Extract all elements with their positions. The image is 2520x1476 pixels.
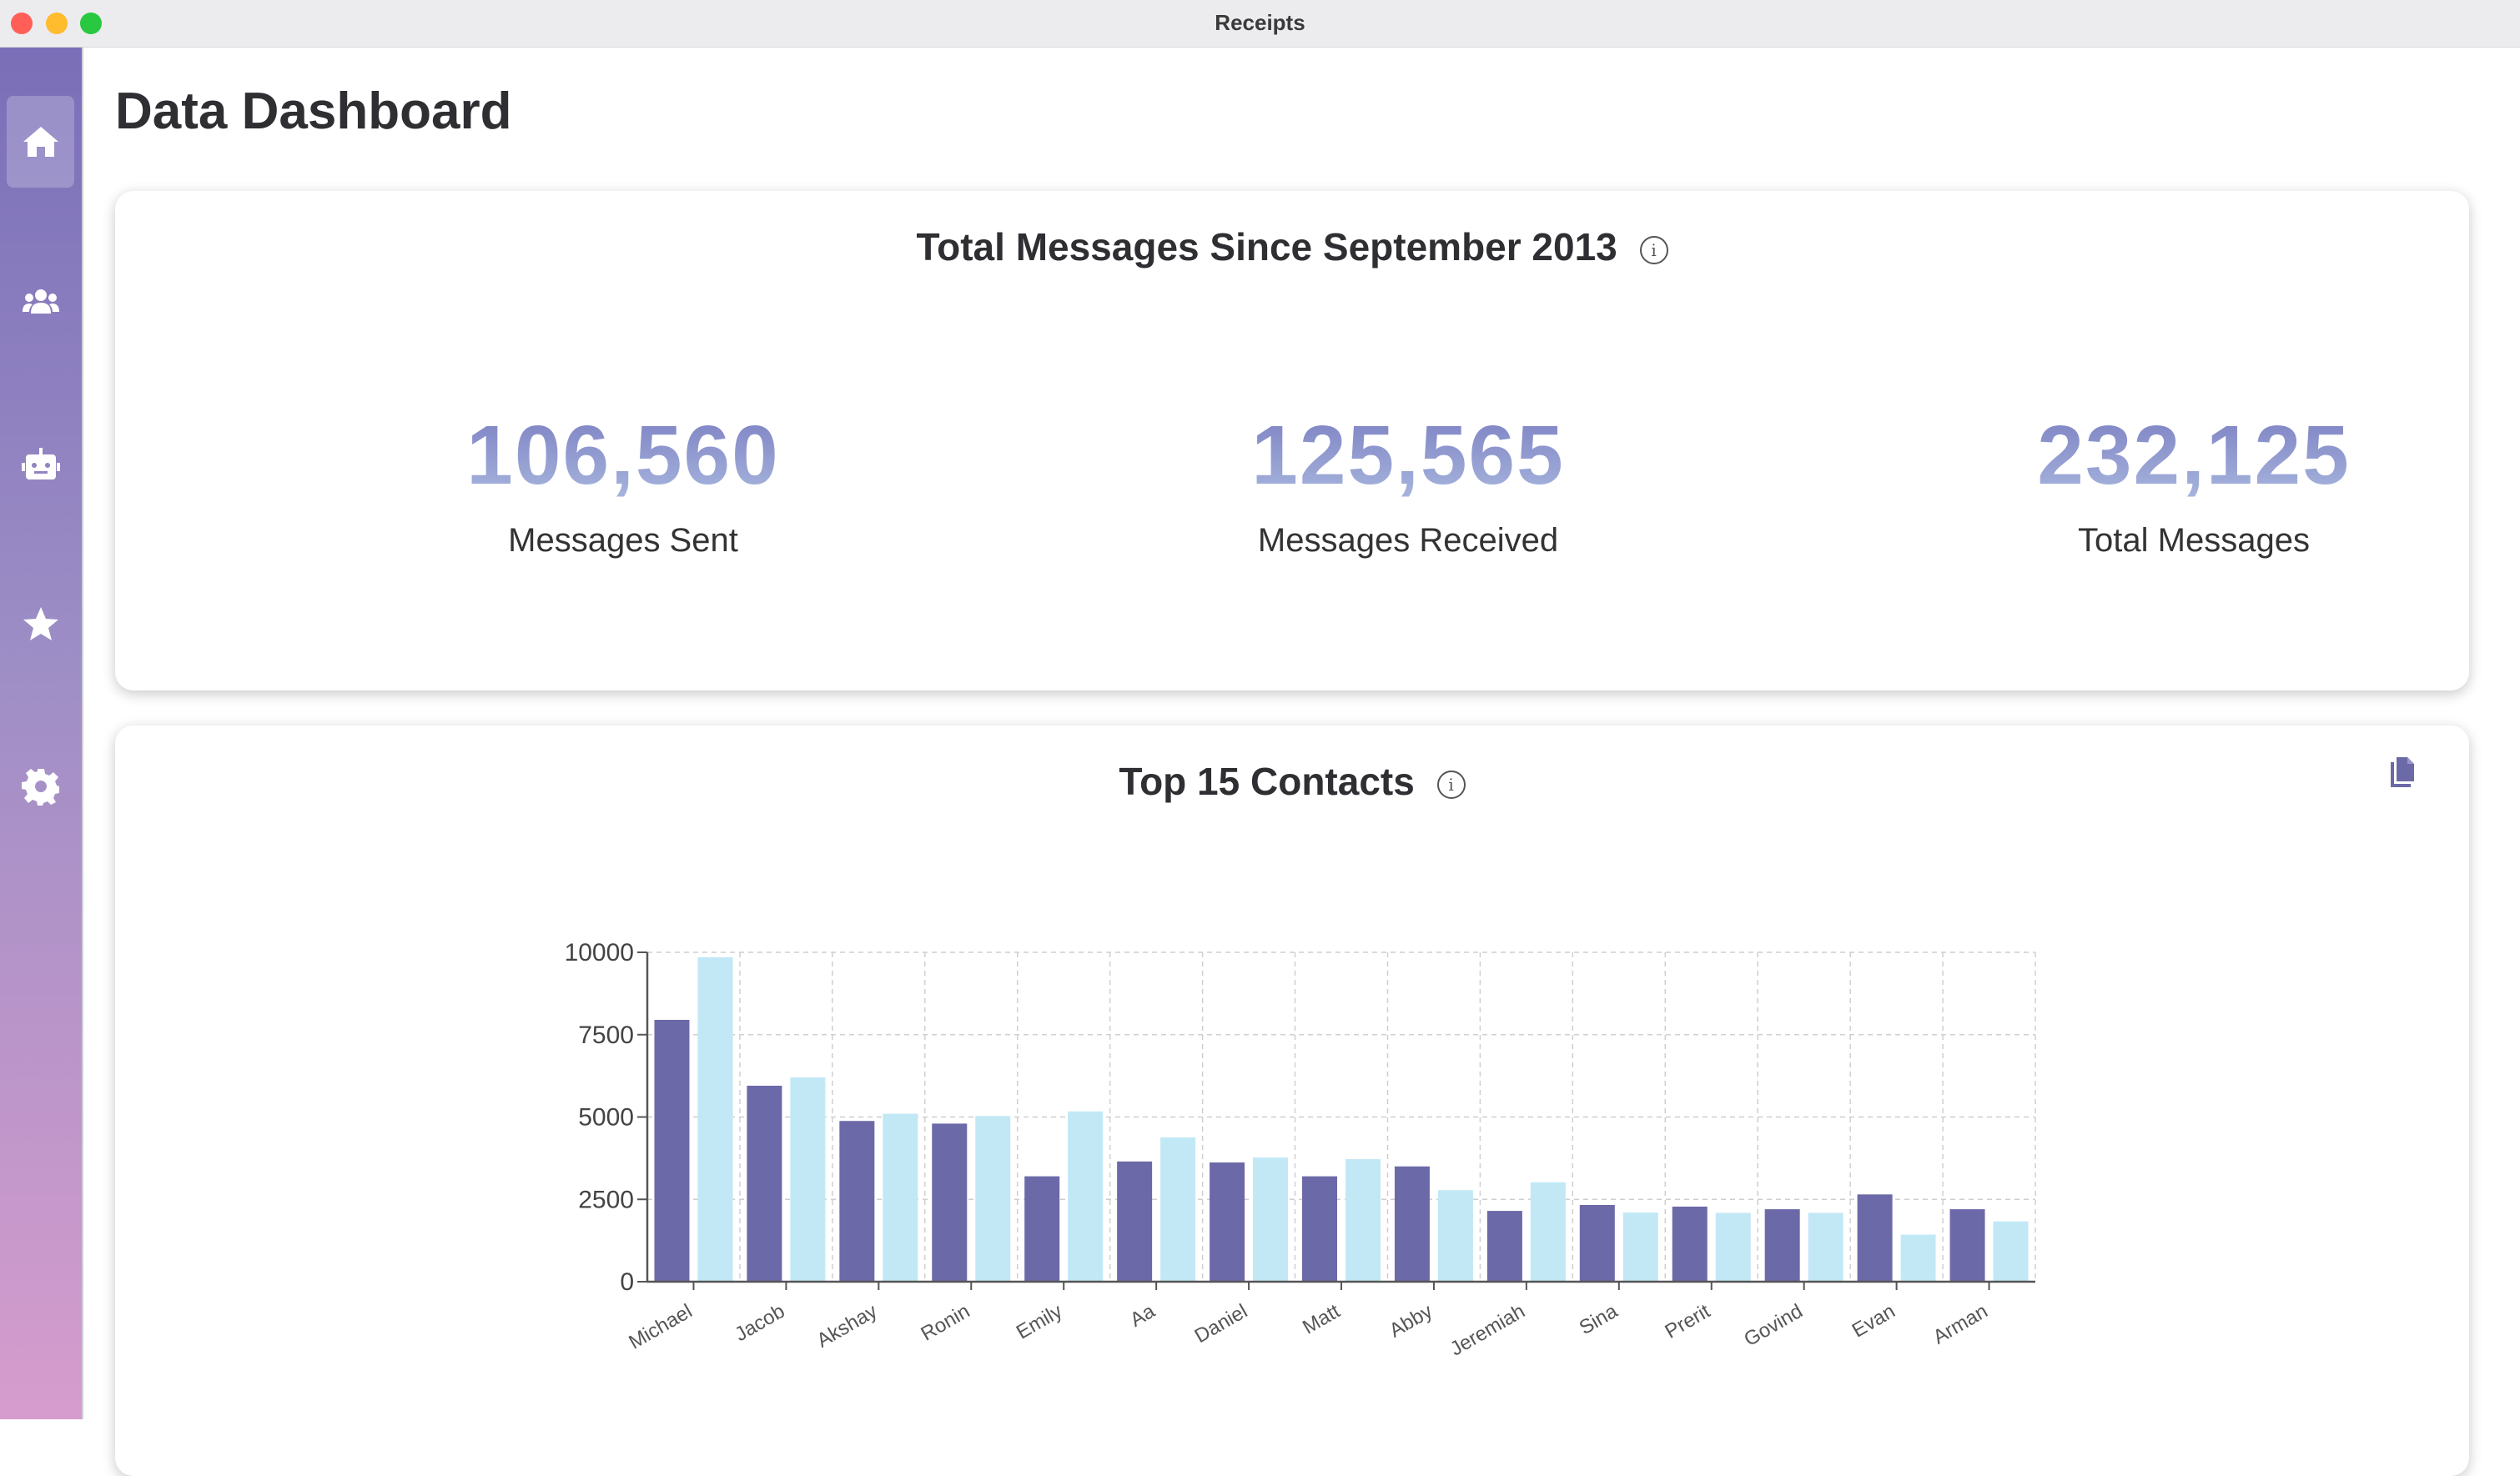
bar xyxy=(932,1123,968,1282)
sidebar-item-bot[interactable] xyxy=(7,419,74,510)
bar xyxy=(1024,1176,1060,1282)
top-contacts-bar-chart: 0 2500 5000 7500 10000 Michael Jacob Akshay Roni… xyxy=(565,939,2036,1361)
page-title: Data Dashboard xyxy=(115,83,512,140)
stat-messages-received: 125,565 Messages Received xyxy=(1116,408,1700,560)
bar xyxy=(1394,1166,1430,1282)
x-tick-label: Emily xyxy=(1013,1300,1066,1344)
stat-label: Total Messages xyxy=(2078,522,2310,559)
bar xyxy=(1068,1111,1104,1282)
bar xyxy=(1857,1194,1893,1282)
stat-messages-sent: 106,560 Messages Sent xyxy=(331,408,915,560)
stat-total-messages: 232,125 Total Messages xyxy=(1902,408,2486,560)
x-tick-label: Michael xyxy=(625,1300,696,1354)
maximize-window-button[interactable] xyxy=(80,13,102,34)
bar xyxy=(1530,1182,1566,1282)
y-tick-label: 10000 xyxy=(565,939,634,966)
bar xyxy=(1486,1211,1522,1282)
stat-value: 106,560 xyxy=(331,408,915,504)
gear-icon xyxy=(21,769,59,806)
info-icon[interactable]: i xyxy=(1639,235,1668,264)
stat-value: 125,565 xyxy=(1116,408,1700,504)
home-icon xyxy=(23,127,58,157)
bar xyxy=(1672,1206,1708,1282)
bar xyxy=(1622,1212,1658,1282)
copy-icon[interactable] xyxy=(2387,756,2417,789)
x-tick-label: Jeremiah xyxy=(1446,1300,1529,1361)
x-tick-label: Sina xyxy=(1576,1299,1622,1339)
sidebar-item-settings[interactable] xyxy=(7,741,74,832)
x-tick-label: Akshay xyxy=(813,1300,882,1353)
x-tick-label: Evan xyxy=(1849,1300,1899,1343)
bar xyxy=(1210,1162,1245,1282)
x-tick-label: Matt xyxy=(1299,1300,1344,1339)
stat-label: Messages Received xyxy=(1257,522,1559,559)
totals-title-row: Total Messages Since September 2013 i xyxy=(115,224,2469,269)
bar xyxy=(654,1019,690,1282)
stat-label: Messages Sent xyxy=(508,522,738,559)
bar xyxy=(1808,1212,1843,1282)
sidebar-item-home[interactable] xyxy=(7,96,74,188)
close-window-button[interactable] xyxy=(11,13,33,34)
minimize-window-button[interactable] xyxy=(46,13,68,34)
bar xyxy=(1253,1157,1289,1282)
bar xyxy=(839,1121,875,1282)
y-tick-label: 7500 xyxy=(578,1022,634,1049)
bar xyxy=(883,1113,918,1282)
totals-title: Total Messages Since September 2013 xyxy=(916,225,1617,269)
bar xyxy=(1715,1212,1751,1282)
bar xyxy=(1346,1159,1381,1282)
sidebar-item-contacts[interactable] xyxy=(7,256,74,348)
stat-value: 232,125 xyxy=(1902,408,2486,504)
x-tick-label: Arman xyxy=(1929,1300,1992,1349)
y-tick-label: 5000 xyxy=(578,1104,634,1132)
users-icon xyxy=(22,289,59,314)
x-tick-label: Prerit xyxy=(1662,1300,1714,1343)
x-tick-label: Aa xyxy=(1126,1299,1159,1331)
totals-card: Total Messages Since September 2013 i 10… xyxy=(115,191,2469,690)
y-tick-label: 0 xyxy=(620,1268,634,1296)
bar xyxy=(1437,1190,1473,1282)
bar xyxy=(1160,1137,1196,1282)
bar xyxy=(1302,1176,1337,1282)
contacts-title: Top 15 Contacts xyxy=(1119,760,1415,803)
bar xyxy=(1949,1209,1985,1282)
info-icon[interactable]: i xyxy=(1436,770,1466,799)
x-tick-label: Daniel xyxy=(1191,1300,1251,1348)
bar xyxy=(1117,1161,1153,1282)
bar xyxy=(790,1077,826,1282)
window-title: Receipts xyxy=(1215,10,1305,35)
sidebar xyxy=(0,48,83,1419)
robot-icon xyxy=(21,448,60,479)
bar xyxy=(1993,1221,2029,1282)
bar xyxy=(1764,1209,1800,1282)
x-tick-label: Jacob xyxy=(731,1300,788,1346)
star-icon xyxy=(23,607,58,640)
bar xyxy=(697,956,733,1282)
window-titlebar: Receipts xyxy=(0,0,2520,48)
x-tick-label: Govind xyxy=(1740,1300,1806,1351)
bar xyxy=(1900,1234,1936,1282)
contacts-title-row: Top 15 Contacts i xyxy=(115,759,2469,804)
top-contacts-card: Top 15 Contacts i 0 2500 5000 7500 10000 Mich… xyxy=(115,725,2469,1476)
bar xyxy=(747,1085,782,1282)
y-tick-label: 2500 xyxy=(578,1186,634,1213)
x-tick-label: Ronin xyxy=(917,1300,973,1346)
bar xyxy=(1579,1204,1615,1282)
x-tick-label: Abby xyxy=(1386,1300,1436,1343)
sidebar-item-favorites[interactable] xyxy=(7,579,74,670)
bar xyxy=(975,1116,1011,1282)
